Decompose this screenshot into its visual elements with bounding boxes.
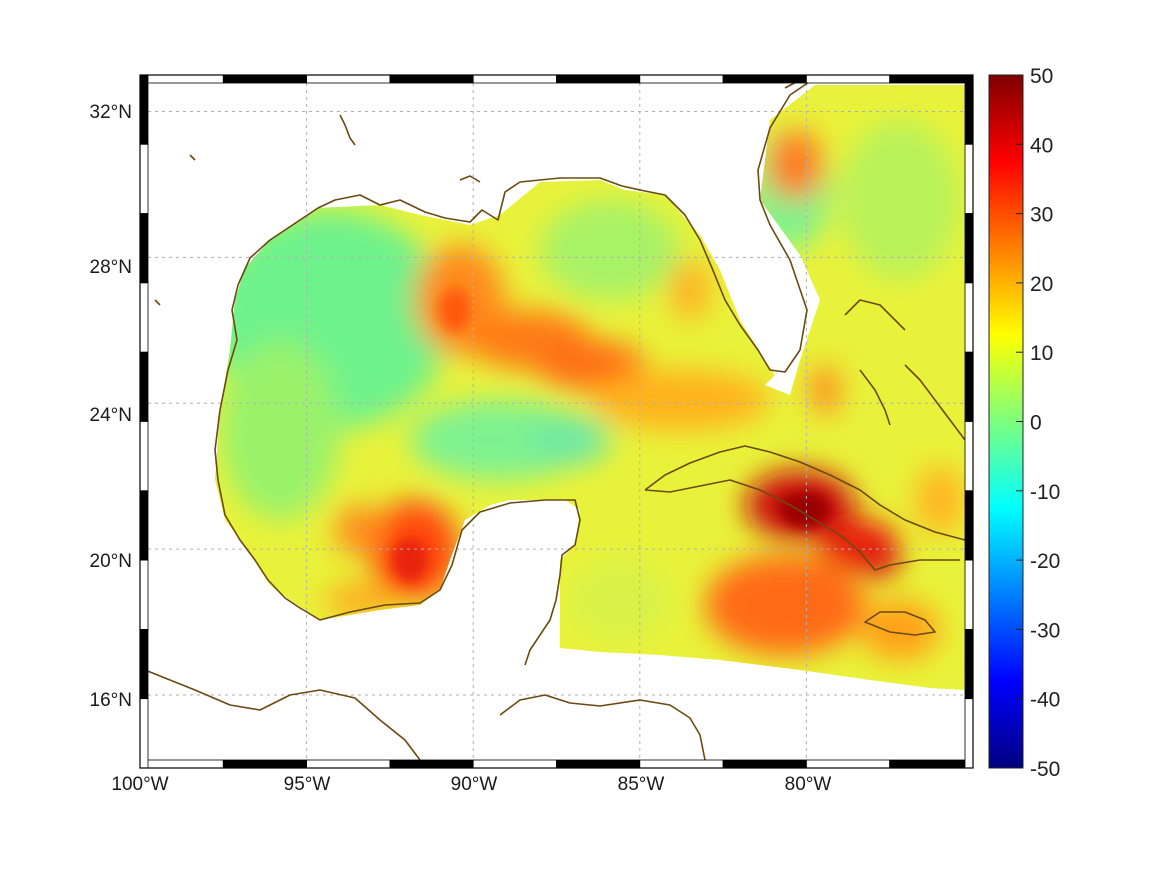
frame-segment xyxy=(139,143,149,215)
colorbar: 50 40 30 20 10 0 -10 -20 -30 -40 -50 xyxy=(988,65,1060,781)
frame-segment xyxy=(139,421,149,492)
frame-segment xyxy=(964,143,974,215)
frame-segment xyxy=(139,559,149,630)
frame-segment xyxy=(964,490,974,561)
frame-segment xyxy=(964,282,974,353)
latitude-labels: 32°N 28°N 24°N 20°N 16°N xyxy=(90,102,132,711)
colorbar-tick-label: -30 xyxy=(1030,619,1060,642)
lon-label: 90°W xyxy=(451,774,498,795)
frame-segment xyxy=(889,74,974,84)
colorbar-tick-label: 20 xyxy=(1030,273,1053,296)
lat-label: 16°N xyxy=(90,690,132,711)
frame-outline xyxy=(139,74,974,769)
frame-segment xyxy=(389,74,474,84)
frame-segment xyxy=(472,759,557,769)
frame-segment xyxy=(222,759,308,769)
colorbar-tick-label: 40 xyxy=(1030,134,1053,157)
colorbar-tick-label: -20 xyxy=(1030,550,1060,573)
frame-segment xyxy=(722,759,807,769)
lat-label: 32°N xyxy=(90,102,132,123)
lat-label: 28°N xyxy=(90,257,132,278)
frame-segment xyxy=(639,759,724,769)
frame-segment xyxy=(639,74,724,84)
frame-segment xyxy=(556,74,641,84)
frame-segment xyxy=(306,759,391,769)
colorbar-tick-label: -50 xyxy=(1030,758,1060,781)
lon-label: 80°W xyxy=(785,774,832,795)
frame-segment xyxy=(139,351,149,422)
frame-segment xyxy=(806,74,891,84)
colorbar-tick-label: -10 xyxy=(1030,481,1060,504)
frame-segment xyxy=(806,759,891,769)
frame-segment xyxy=(964,698,974,769)
lat-label: 24°N xyxy=(90,405,132,426)
frame-segment xyxy=(964,213,974,284)
colorbar-tick-label: 0 xyxy=(1030,412,1042,435)
frame-segment xyxy=(139,282,149,353)
map-gridlines xyxy=(148,83,965,760)
frame-segment xyxy=(222,74,308,84)
colorbar-tick-label: -40 xyxy=(1030,689,1060,712)
map-frame xyxy=(139,74,974,769)
frame-segment xyxy=(722,74,807,84)
frame-segment xyxy=(472,74,557,84)
frame-segment xyxy=(964,421,974,492)
lon-label: 85°W xyxy=(618,774,665,795)
frame-segment xyxy=(139,629,149,700)
frame-segment xyxy=(306,74,391,84)
frame-segment xyxy=(139,490,149,561)
frame-segment xyxy=(556,759,641,769)
colorbar-tick-label: 50 xyxy=(1030,65,1053,88)
frame-segment xyxy=(964,351,974,422)
frame-segment xyxy=(139,74,149,145)
lon-label: 100°W xyxy=(111,774,168,795)
colorbar-ticks: 50 40 30 20 10 0 -10 -20 -30 -40 -50 xyxy=(1016,65,1060,781)
frame-segment xyxy=(964,629,974,700)
frame-segment xyxy=(139,213,149,284)
colorbar-tick-label: 30 xyxy=(1030,204,1053,227)
frame-segment xyxy=(139,74,224,84)
lon-label: 95°W xyxy=(284,774,331,795)
frame-segment xyxy=(889,759,974,769)
lat-label: 20°N xyxy=(90,551,132,572)
frame-segment xyxy=(139,759,224,769)
frame-segment xyxy=(389,759,474,769)
longitude-labels: 100°W 95°W 90°W 85°W 80°W xyxy=(111,774,831,795)
frame-segment xyxy=(964,559,974,630)
colorbar-tick-label: 10 xyxy=(1030,342,1053,365)
ocean-data-field xyxy=(215,85,965,690)
frame-segment xyxy=(139,698,149,769)
frame-segment xyxy=(964,74,974,145)
